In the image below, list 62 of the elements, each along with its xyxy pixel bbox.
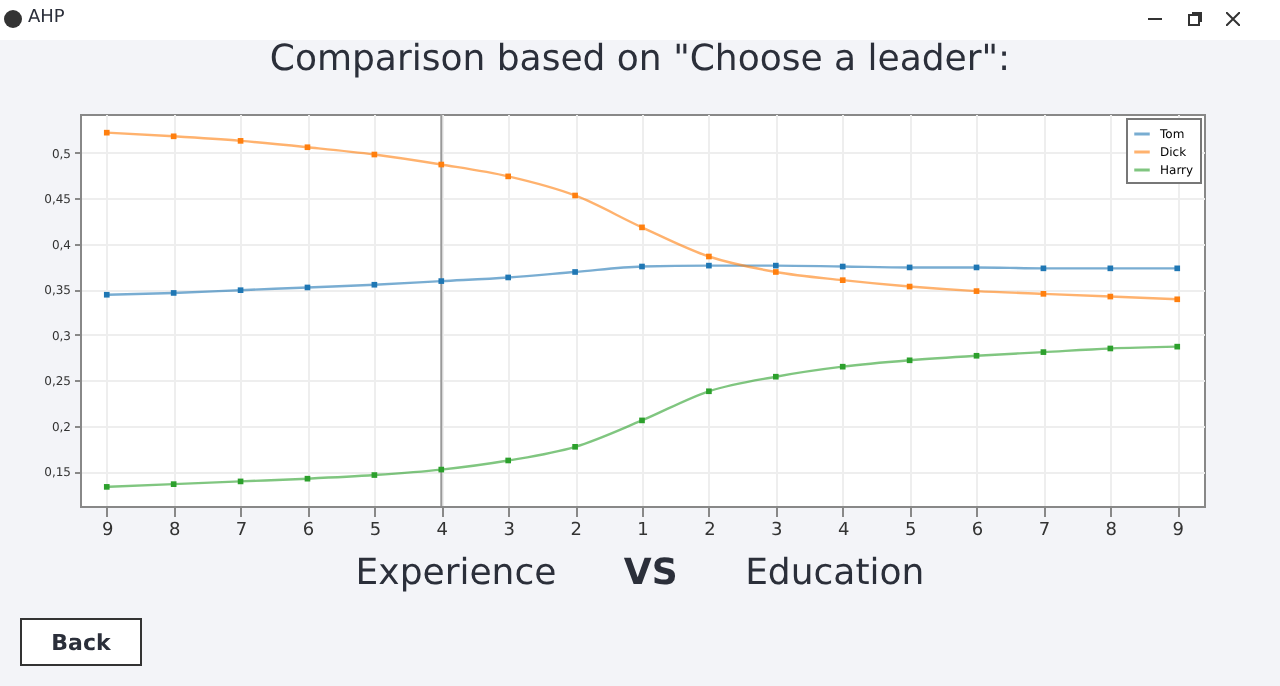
- point: [103, 129, 110, 136]
- x-tick-label: 5: [369, 521, 382, 541]
- point: [973, 352, 980, 359]
- point: [839, 277, 846, 284]
- point: [304, 144, 311, 151]
- point: [505, 274, 512, 281]
- x-tick-label: 6: [302, 521, 315, 541]
- x-tick-label: 7: [1038, 521, 1051, 541]
- point: [639, 224, 645, 231]
- point: [371, 281, 378, 288]
- point: [772, 262, 779, 269]
- point: [103, 291, 110, 298]
- point: [572, 192, 578, 199]
- point: [572, 269, 578, 275]
- point: [839, 363, 846, 370]
- point: [772, 373, 779, 380]
- x-tick-label: 3: [503, 521, 515, 541]
- x-tick-label: 1: [637, 521, 649, 541]
- point: [706, 253, 712, 260]
- point: [438, 466, 445, 473]
- point: [1174, 265, 1181, 272]
- point: [170, 133, 177, 140]
- point: [706, 388, 712, 395]
- point: [1174, 296, 1181, 303]
- point: [237, 287, 244, 294]
- x-tick-label: 5: [904, 521, 917, 541]
- x-tick-label: 7: [235, 521, 248, 541]
- point: [1174, 343, 1181, 350]
- point: [839, 263, 846, 270]
- text: AHP: [28, 8, 65, 28]
- point: [639, 417, 645, 424]
- x-tick-label: 4: [436, 521, 449, 541]
- point: [639, 263, 645, 270]
- x-tick-label: 3: [771, 521, 783, 541]
- x-tick-label: 4: [837, 521, 850, 541]
- point: [906, 357, 913, 364]
- x-tick-label: 2: [570, 521, 582, 541]
- point: [572, 443, 578, 450]
- point: [973, 288, 980, 294]
- point: [1040, 291, 1047, 297]
- point: [237, 138, 244, 144]
- point: [438, 161, 445, 168]
- x-tick-label: 9: [1172, 521, 1185, 541]
- text: Experience VS Education: [355, 552, 925, 594]
- x-tick-label: 8: [168, 521, 181, 541]
- point: [371, 472, 378, 478]
- x-tick-label: 8: [1105, 521, 1118, 541]
- x-tick-label: 6: [971, 521, 984, 541]
- point: [170, 481, 177, 487]
- point: [505, 173, 512, 180]
- x-tick-label: 9: [102, 521, 115, 541]
- back-button[interactable]: Back: [20, 618, 142, 666]
- point: [706, 262, 712, 269]
- point: [304, 475, 311, 482]
- point: [170, 290, 177, 296]
- point: [505, 457, 512, 464]
- point: [103, 484, 110, 490]
- point: [772, 269, 779, 275]
- x-tick-label: 2: [704, 521, 716, 541]
- point: [1040, 349, 1047, 355]
- chart-title: Comparison based on "Choose a leader":: [267, 38, 1013, 80]
- point: [438, 278, 445, 284]
